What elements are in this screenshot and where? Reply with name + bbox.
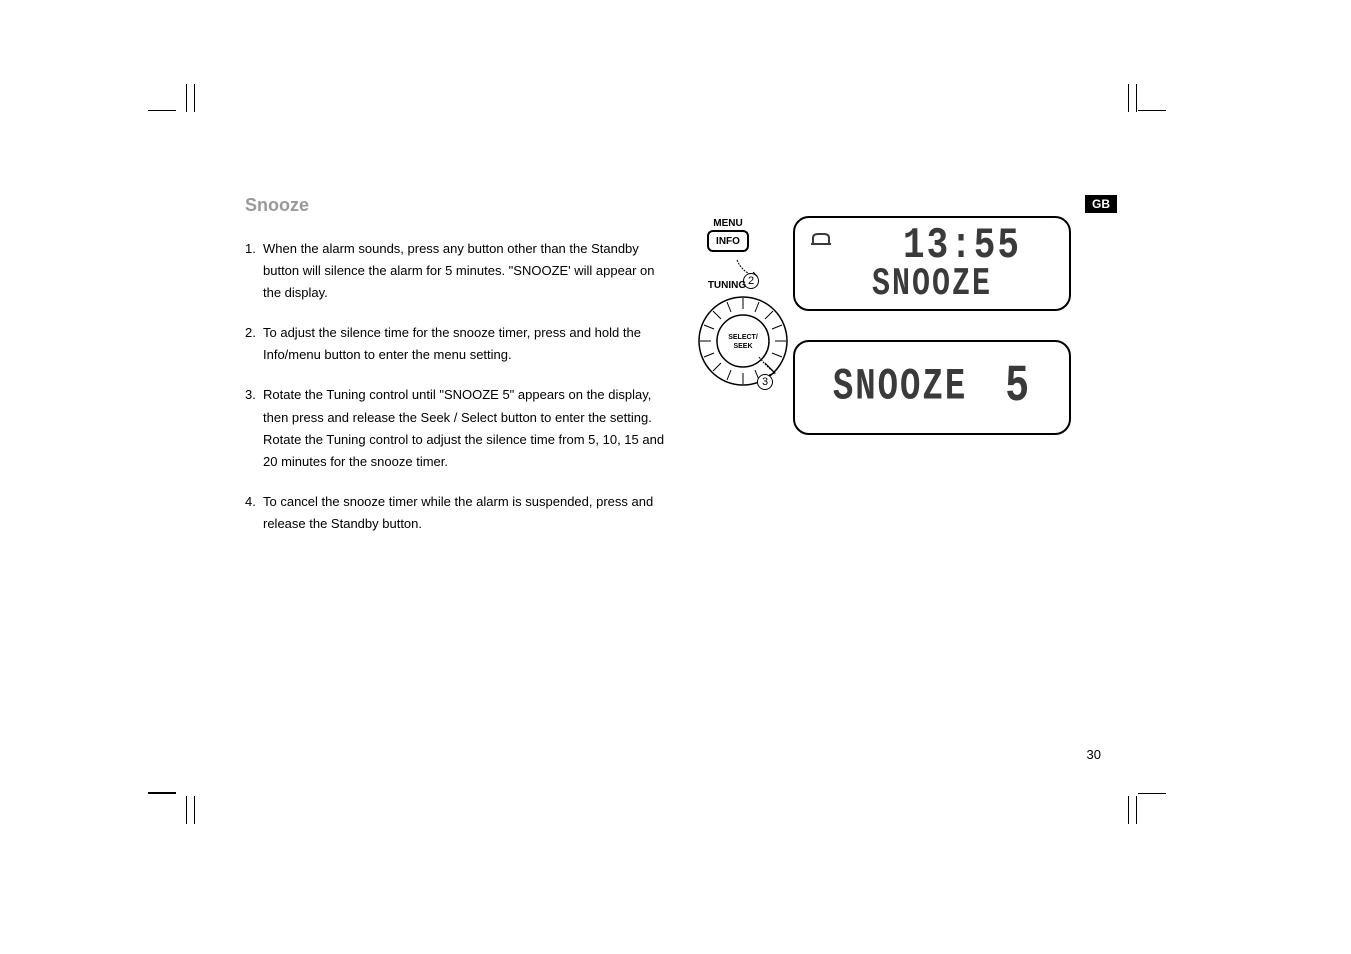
figure-area: MENU INFO 2 TUNING <box>685 218 1085 387</box>
instruction-step: When the alarm sounds, press any button … <box>245 238 665 304</box>
crop-mark <box>1138 110 1166 111</box>
dial-text-bottom: SEEK <box>733 343 752 350</box>
callout-3: 3 <box>757 374 773 390</box>
page-number: 30 <box>1087 747 1101 762</box>
tuning-label: TUNING <box>697 280 757 291</box>
crop-mark <box>186 796 187 824</box>
crop-mark <box>1136 84 1137 112</box>
crop-mark <box>1128 84 1129 112</box>
dial-text-top: SELECT/ <box>728 334 758 341</box>
lcd-display-snooze-setting: SNOOZE 5 <box>793 340 1071 435</box>
alarm-icon <box>809 232 833 246</box>
lcd-time: 13:55 <box>903 224 1021 267</box>
info-label: INFO <box>716 236 740 247</box>
lcd-snooze-value: 5 <box>1005 358 1031 417</box>
crop-mark <box>1136 796 1137 824</box>
dial-icon: SELECT/ SEEK <box>697 295 789 387</box>
instruction-step: To cancel the snooze timer while the ala… <box>245 491 665 535</box>
crop-mark <box>148 792 176 794</box>
instruction-step: To adjust the silence time for the snooz… <box>245 322 665 366</box>
crop-mark <box>186 84 187 112</box>
crop-mark <box>1138 793 1166 794</box>
instruction-step: Rotate the Tuning control until "SNOOZE … <box>245 384 665 472</box>
lcd-display-snooze-time: 13:55 SNOOZE <box>793 216 1071 311</box>
crop-mark <box>148 110 176 111</box>
menu-label: MENU <box>707 218 749 229</box>
instruction-list: When the alarm sounds, press any button … <box>245 238 665 535</box>
info-button: INFO <box>707 230 749 252</box>
tuning-dial: SELECT/ SEEK <box>697 295 789 387</box>
section-title: Snooze <box>245 195 1115 216</box>
crop-mark <box>1128 796 1129 824</box>
lcd-snooze-text: SNOOZE <box>872 265 992 304</box>
crop-mark <box>194 796 195 824</box>
crop-mark <box>194 84 195 112</box>
lcd-snooze-text: SNOOZE <box>833 363 967 412</box>
